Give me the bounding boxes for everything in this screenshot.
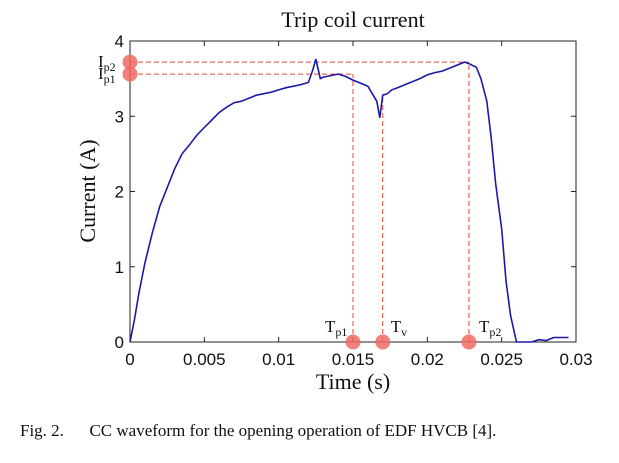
y-tick-label: 0 (115, 333, 124, 352)
y-tick-label: 4 (115, 32, 124, 51)
marker-label-4: Tp2 (479, 317, 501, 339)
marker-dot-4 (461, 334, 477, 350)
plot-frame (129, 40, 577, 343)
x-axis-ticks: 0 0.005 0.01 0.015 0.02 0.025 0.03 (125, 41, 593, 369)
figure-number: Fig. 2. (20, 421, 64, 440)
x-tick-label: 0.01 (262, 350, 295, 369)
chart-svg: Trip coil current 0 0.005 0.01 0.015 0.02 0.0… (75, 7, 593, 394)
marker-dot-0 (122, 54, 138, 70)
reference-lines (130, 61, 470, 342)
x-axis-label: Time (s) (316, 369, 390, 394)
figure-caption-text: CC waveform for the opening operation of… (89, 421, 497, 440)
x-tick-label: 0.03 (559, 350, 592, 369)
x-tick-label: 0.005 (183, 350, 226, 369)
x-tick-label: 0.015 (332, 350, 375, 369)
x-tick-label: 0.025 (480, 350, 523, 369)
x-tick-label: 0.02 (411, 350, 444, 369)
x-tick-label: 0 (125, 350, 134, 369)
marker-dot-1 (122, 66, 138, 82)
marker-label-3: Tv (391, 317, 407, 339)
y-axis-label: Current (A) (75, 139, 100, 242)
marker-label-0: Ip2 (98, 52, 116, 74)
y-axis-ticks: 0 1 2 3 4 (115, 32, 576, 352)
y-tick-label: 1 (115, 258, 124, 277)
y-tick-label: 2 (115, 183, 124, 202)
chart-title: Trip coil current (281, 7, 424, 32)
y-tick-label: 3 (115, 107, 124, 126)
marker-label-1: Ip1 (98, 64, 116, 86)
marker-dot-3 (375, 334, 391, 350)
marker-label-2: Tp1 (325, 317, 347, 339)
series-line (129, 58, 569, 343)
marker-dot-2 (345, 334, 361, 350)
figure-caption: Fig. 2. CC waveform for the opening oper… (20, 421, 496, 441)
